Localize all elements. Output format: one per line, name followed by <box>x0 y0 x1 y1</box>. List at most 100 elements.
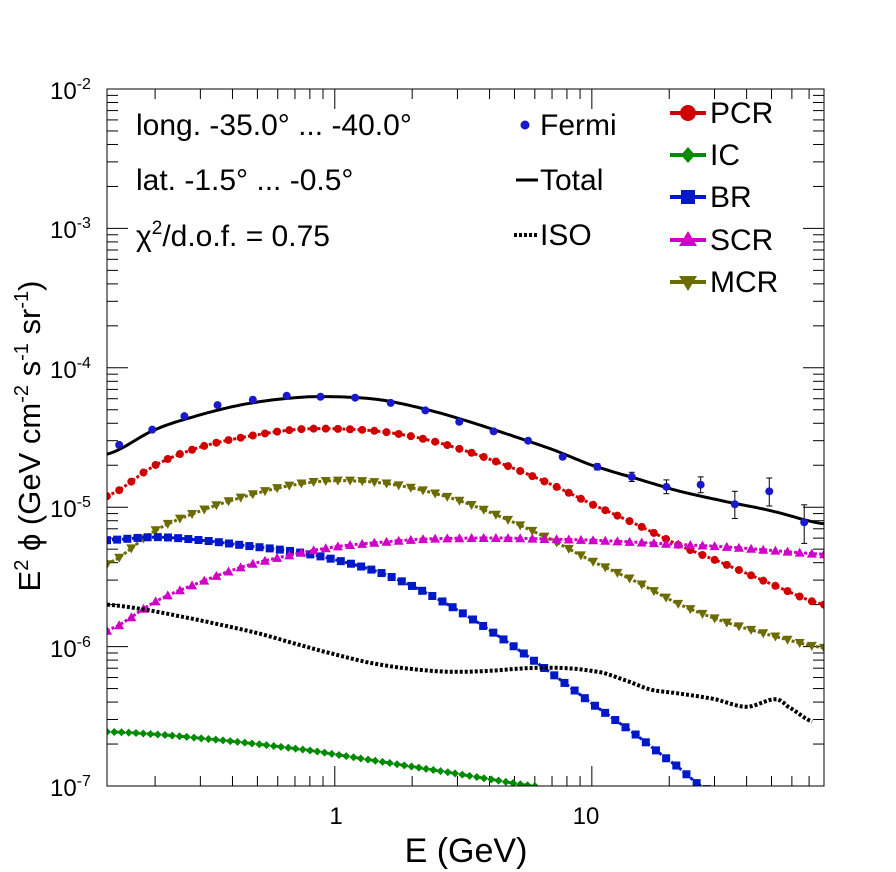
data-point-fermi <box>662 482 671 491</box>
data-point-br <box>438 597 447 606</box>
data-point-ic <box>110 727 119 736</box>
data-point-scr <box>490 533 501 543</box>
data-point-pcr <box>455 444 464 453</box>
data-point-ic <box>298 745 307 754</box>
data-point-pcr <box>491 457 500 466</box>
data-point-mcr <box>272 484 283 494</box>
data-point-ic <box>327 749 336 758</box>
data-point-ic <box>429 765 438 774</box>
data-point-scr <box>430 533 441 543</box>
data-point-pcr <box>589 500 598 509</box>
data-point-ic <box>248 739 257 748</box>
data-point-ic <box>175 732 184 741</box>
legend-label-ic: IC <box>710 139 740 172</box>
data-point-pcr <box>734 566 743 575</box>
data-point-scr <box>709 541 720 551</box>
data-point-br <box>570 686 579 695</box>
data-point-ic <box>349 753 358 762</box>
data-point-scr <box>721 541 732 551</box>
data-point-ic <box>219 736 228 745</box>
data-point-mcr <box>114 553 125 563</box>
data-point-scr <box>600 535 611 545</box>
data-point-ic <box>458 770 467 779</box>
data-point-ic <box>436 767 445 776</box>
data-point-fermi <box>524 436 533 445</box>
data-point-pcr <box>771 581 780 590</box>
data-point-scr <box>393 535 404 545</box>
data-point-scr <box>648 538 659 548</box>
data-point-br <box>651 746 660 755</box>
data-point-br <box>550 671 559 680</box>
data-point-pcr <box>370 426 379 435</box>
data-point-pcr <box>260 429 269 438</box>
data-point-ic <box>501 777 510 786</box>
data-point-mcr <box>563 544 574 554</box>
data-point-ic <box>139 729 148 738</box>
data-point-scr <box>758 544 769 554</box>
data-point-pcr <box>649 528 658 537</box>
data-point-fermi <box>316 392 325 401</box>
series-ic <box>107 727 539 786</box>
series-scr <box>107 533 824 635</box>
legend-marker-ic <box>681 147 695 163</box>
data-point-scr <box>162 590 173 600</box>
data-point-mcr <box>187 510 198 520</box>
data-point-br <box>224 539 233 548</box>
data-point-scr <box>284 550 295 560</box>
legend-label-fermi: Fermi <box>540 109 617 142</box>
data-point-fermi <box>455 417 464 426</box>
data-point-pcr <box>175 450 184 459</box>
data-point-fermi <box>213 401 222 410</box>
data-point-scr <box>199 575 210 585</box>
data-point-scr <box>174 585 185 595</box>
data-point-pcr <box>601 506 610 515</box>
data-point-pcr <box>297 425 306 434</box>
data-point-mcr <box>284 481 295 491</box>
data-point-ic <box>422 764 431 773</box>
legend-label-total: Total <box>540 164 603 197</box>
data-point-scr <box>296 547 307 557</box>
data-point-mcr <box>296 479 307 489</box>
data-point-scr <box>697 540 708 550</box>
data-point-mcr <box>527 526 538 536</box>
data-point-br <box>357 562 366 571</box>
data-point-pcr <box>431 437 440 446</box>
data-point-scr <box>478 533 489 543</box>
data-point-pcr <box>248 431 257 440</box>
data-point-scr <box>308 545 319 555</box>
data-point-ic <box>313 747 322 756</box>
data-point-scr <box>588 535 599 545</box>
data-point-ic <box>335 750 344 759</box>
y-tick-label: 10-6 <box>50 634 91 663</box>
series-total <box>107 395 824 526</box>
data-point-ic <box>530 782 539 786</box>
data-point-scr <box>247 558 258 568</box>
data-point-mcr <box>454 496 465 506</box>
data-point-mcr <box>150 526 161 536</box>
x-tick-label: 1 <box>329 803 342 830</box>
data-point-mcr <box>770 632 781 642</box>
plot-frame <box>106 88 825 787</box>
data-point-mcr <box>624 574 635 584</box>
data-point-mcr <box>490 510 501 520</box>
data-point-ic <box>393 760 402 769</box>
data-point-br <box>133 533 142 542</box>
data-point-scr <box>794 547 805 557</box>
data-point-br <box>387 573 396 582</box>
data-point-pcr <box>516 466 525 475</box>
data-point-ic <box>472 773 481 782</box>
data-point-br <box>316 552 325 561</box>
data-point-scr <box>806 548 817 558</box>
legend-marker-pcr <box>680 105 696 121</box>
data-point-pcr <box>107 492 111 501</box>
data-point-br <box>194 536 203 545</box>
data-point-ic <box>451 769 460 778</box>
data-point-mcr <box>806 641 817 651</box>
data-point-fermi <box>627 472 636 481</box>
data-point-pcr <box>333 424 342 433</box>
data-point-scr <box>527 533 538 543</box>
data-point-pcr <box>212 438 221 447</box>
data-point-pcr <box>418 434 427 443</box>
data-point-ic <box>414 763 423 772</box>
